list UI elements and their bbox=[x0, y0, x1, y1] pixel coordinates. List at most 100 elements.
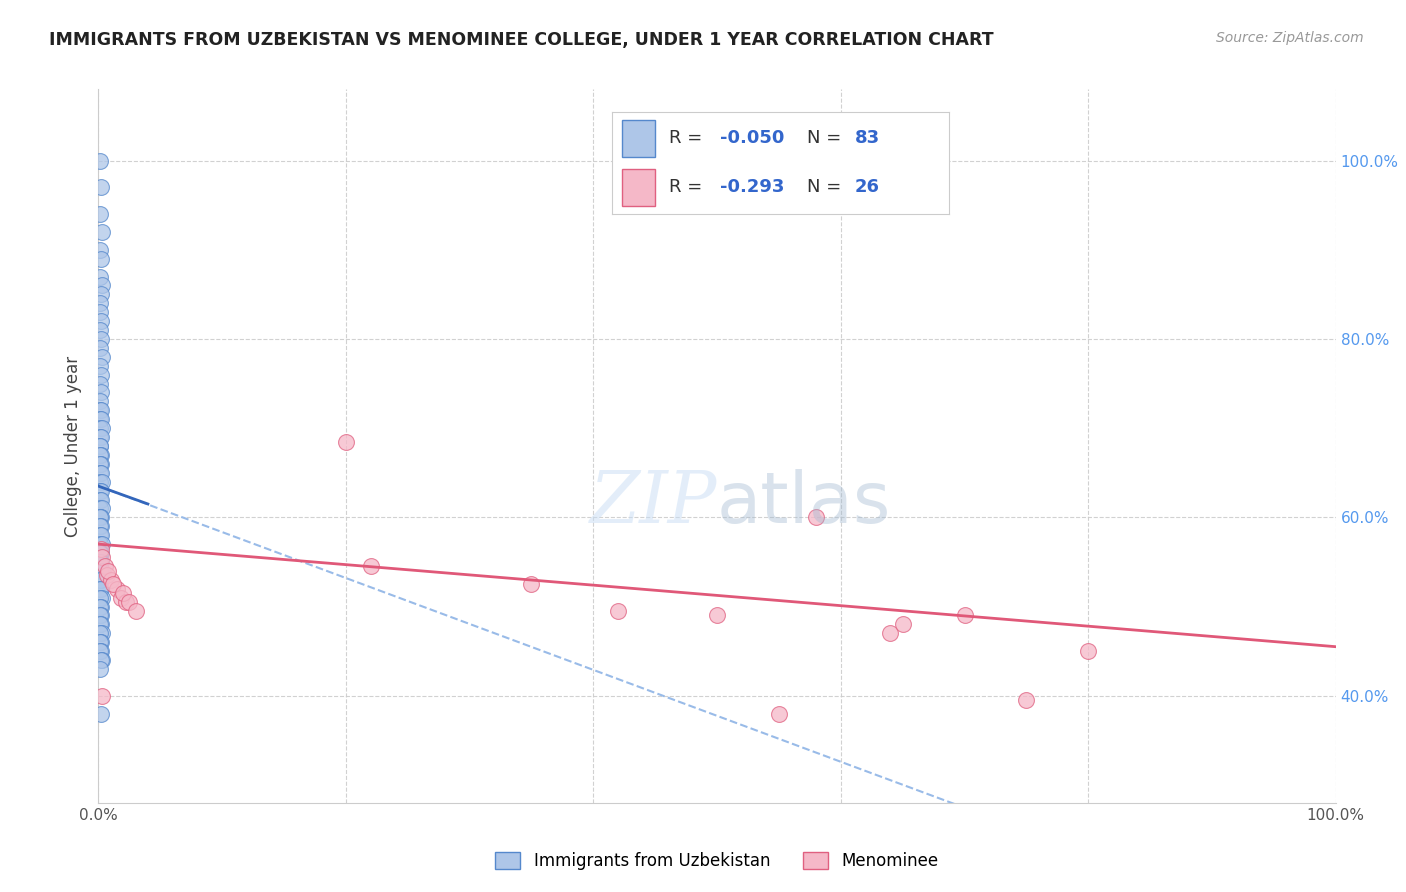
Point bbox=[89, 644, 111, 658]
Text: Source: ZipAtlas.com: Source: ZipAtlas.com bbox=[1216, 31, 1364, 45]
Text: N =: N = bbox=[807, 129, 848, 147]
Point bbox=[90, 483, 112, 498]
Point bbox=[89, 403, 111, 417]
Bar bbox=[621, 120, 655, 157]
Point bbox=[91, 475, 114, 489]
Point bbox=[89, 394, 111, 409]
Point bbox=[89, 421, 111, 435]
Point bbox=[90, 644, 112, 658]
Point bbox=[89, 359, 111, 373]
Point bbox=[90, 546, 112, 560]
Point bbox=[89, 537, 111, 551]
Y-axis label: College, Under 1 year: College, Under 1 year bbox=[65, 355, 83, 537]
Point bbox=[91, 421, 114, 435]
Point bbox=[90, 252, 112, 266]
Point bbox=[90, 653, 112, 667]
Point bbox=[89, 617, 111, 632]
Point bbox=[90, 180, 112, 194]
Text: IMMIGRANTS FROM UZBEKISTAN VS MENOMINEE COLLEGE, UNDER 1 YEAR CORRELATION CHART: IMMIGRANTS FROM UZBEKISTAN VS MENOMINEE … bbox=[49, 31, 994, 49]
Point bbox=[90, 573, 112, 587]
Point bbox=[89, 510, 111, 524]
Point bbox=[879, 626, 901, 640]
Point bbox=[110, 591, 132, 605]
Point bbox=[89, 501, 111, 516]
Point bbox=[91, 278, 114, 293]
Point bbox=[91, 626, 114, 640]
Point bbox=[90, 599, 112, 614]
Point bbox=[112, 586, 135, 600]
Point bbox=[90, 412, 112, 426]
Point bbox=[89, 546, 111, 560]
Point bbox=[360, 559, 382, 574]
Point bbox=[89, 439, 111, 453]
Point bbox=[89, 439, 111, 453]
Point bbox=[90, 385, 112, 400]
Point bbox=[89, 153, 111, 168]
Point bbox=[90, 617, 112, 632]
Point bbox=[90, 314, 112, 328]
Point bbox=[91, 501, 114, 516]
Text: R =: R = bbox=[669, 129, 709, 147]
Point bbox=[89, 635, 111, 649]
Point bbox=[89, 475, 111, 489]
Point bbox=[90, 528, 112, 542]
Point bbox=[706, 608, 728, 623]
Point bbox=[1015, 693, 1038, 707]
Point bbox=[89, 510, 111, 524]
Point bbox=[89, 573, 111, 587]
Point bbox=[89, 662, 111, 676]
Point bbox=[891, 617, 914, 632]
Point bbox=[114, 595, 136, 609]
Point bbox=[89, 519, 111, 533]
Text: ZIP: ZIP bbox=[589, 467, 717, 539]
Point bbox=[89, 296, 111, 310]
Point bbox=[90, 492, 112, 507]
Text: -0.050: -0.050 bbox=[720, 129, 785, 147]
Point bbox=[89, 546, 111, 560]
Text: 83: 83 bbox=[855, 129, 880, 147]
Point bbox=[103, 577, 125, 591]
Point bbox=[90, 608, 112, 623]
Point bbox=[90, 466, 112, 480]
Point bbox=[89, 207, 111, 221]
Point bbox=[89, 591, 111, 605]
Point bbox=[90, 555, 112, 569]
Point bbox=[90, 635, 112, 649]
Point bbox=[89, 492, 111, 507]
Point bbox=[89, 582, 111, 596]
Point bbox=[91, 537, 114, 551]
Point bbox=[607, 604, 630, 618]
Point bbox=[91, 350, 114, 364]
Point bbox=[90, 706, 112, 721]
Point bbox=[804, 510, 827, 524]
Point bbox=[93, 559, 115, 574]
Bar bbox=[621, 169, 655, 206]
Point bbox=[89, 412, 111, 426]
Point bbox=[91, 550, 114, 565]
Point bbox=[90, 582, 112, 596]
Point bbox=[90, 403, 112, 417]
Point bbox=[89, 243, 111, 257]
Point bbox=[89, 555, 111, 569]
Point bbox=[953, 608, 976, 623]
Point bbox=[91, 564, 114, 578]
Point bbox=[97, 564, 120, 578]
Point bbox=[768, 706, 790, 721]
Text: -0.293: -0.293 bbox=[720, 178, 785, 196]
Text: 26: 26 bbox=[855, 178, 880, 196]
Point bbox=[118, 595, 141, 609]
Point bbox=[335, 434, 357, 449]
Point bbox=[90, 430, 112, 444]
Point bbox=[90, 457, 112, 471]
Point bbox=[89, 599, 111, 614]
Point bbox=[89, 323, 111, 337]
Point bbox=[1077, 644, 1099, 658]
Point bbox=[89, 564, 111, 578]
Point bbox=[520, 577, 543, 591]
Point bbox=[89, 376, 111, 391]
Text: atlas: atlas bbox=[717, 468, 891, 538]
Point bbox=[105, 582, 128, 596]
Point bbox=[89, 448, 111, 462]
Point bbox=[89, 483, 111, 498]
Point bbox=[89, 341, 111, 355]
